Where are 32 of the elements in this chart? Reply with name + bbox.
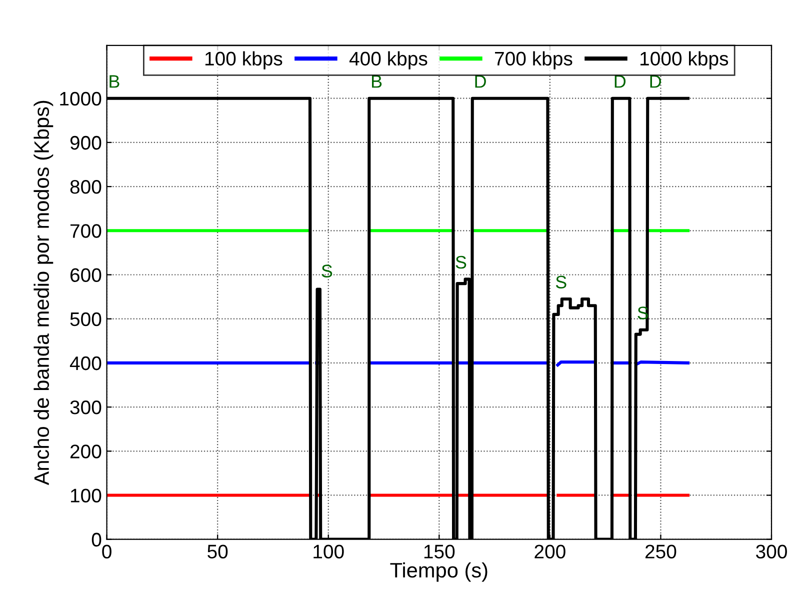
legend-label: 700 kbps [495, 51, 572, 70]
x-tick-label: 50 [208, 544, 228, 558]
y-tick-label: 400 [70, 356, 102, 370]
annotation: S [322, 264, 332, 278]
x-tick-label: 100 [314, 544, 344, 558]
legend-label: 400 kbps [349, 51, 428, 70]
y-tick-label: 200 [70, 444, 102, 458]
y-tick-label: 0 [92, 532, 102, 547]
annotation: B [372, 75, 382, 88]
annotation: S [456, 256, 466, 269]
legend-label: 100 kbps [205, 51, 282, 70]
annotation: S [556, 276, 566, 288]
annotation: D [614, 75, 626, 88]
y-tick-label: 500 [70, 312, 102, 326]
y-tick-label: 700 [70, 224, 102, 238]
x-tick-label: 0 [102, 544, 112, 558]
annotation: B [110, 75, 120, 88]
x-axis-title: Tiempo (s) [390, 562, 488, 582]
y-axis-title: Ancho de banda medio por modos (Kbps) [34, 100, 54, 486]
x-tick-label: 150 [424, 544, 455, 558]
annotation: D [475, 75, 486, 88]
y-tick-label: 1000 [60, 92, 102, 106]
y-tick-label: 300 [70, 400, 102, 414]
y-tick-label: 900 [70, 136, 102, 150]
annotation: D [650, 75, 661, 88]
x-tick-label: 300 [756, 544, 787, 558]
x-tick-label: 250 [645, 544, 676, 558]
legend-label: 1000 kbps [640, 51, 728, 70]
y-tick-label: 600 [70, 268, 102, 282]
x-tick-label: 200 [534, 544, 566, 558]
y-tick-label: 800 [70, 180, 102, 194]
y-tick-label: 100 [70, 488, 102, 502]
